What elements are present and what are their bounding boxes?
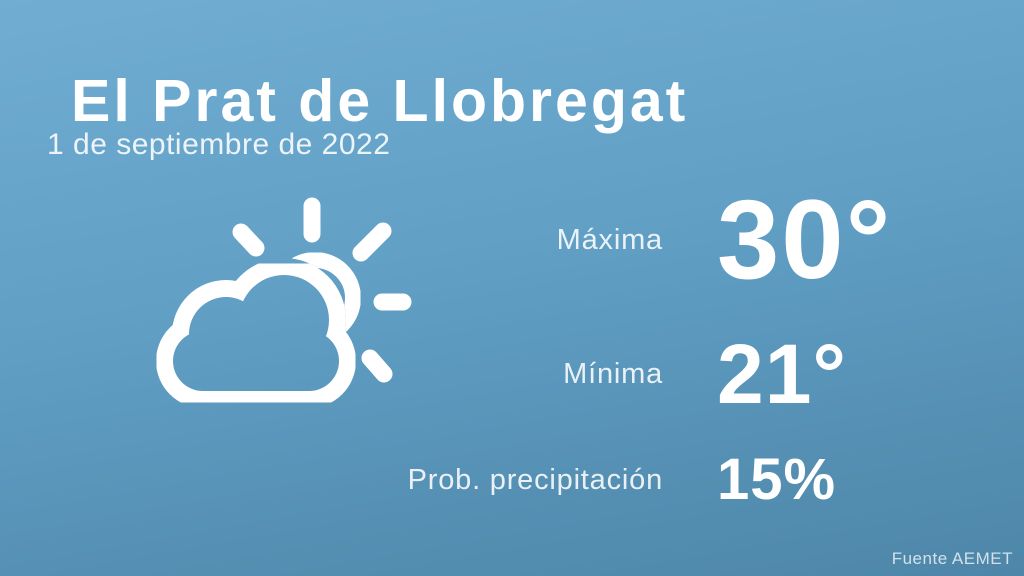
precipitation-value: 15% <box>717 447 837 512</box>
page-title: El Prat de Llobregat <box>71 68 689 134</box>
max-temp-value: 30° <box>717 177 893 302</box>
precipitation-label: Prob. precipitación <box>407 463 663 496</box>
metric-row-max: Máxima 30° <box>60 166 964 314</box>
partly-cloudy-icon <box>148 196 418 416</box>
metric-row-precipitation: Prob. precipitación 15% <box>60 430 964 530</box>
metrics-panel: Máxima 30° Mínima 21° Prob. precipitació… <box>60 0 964 576</box>
forecast-date: 1 de septiembre de 2022 <box>47 128 391 161</box>
min-temp-label: Mínima <box>563 357 663 390</box>
min-temp-value: 21° <box>717 327 848 421</box>
max-temp-label: Máxima <box>556 223 663 256</box>
data-source-attribution: Fuente AEMET <box>891 549 1013 568</box>
metric-row-min: Mínima 21° <box>60 320 964 428</box>
